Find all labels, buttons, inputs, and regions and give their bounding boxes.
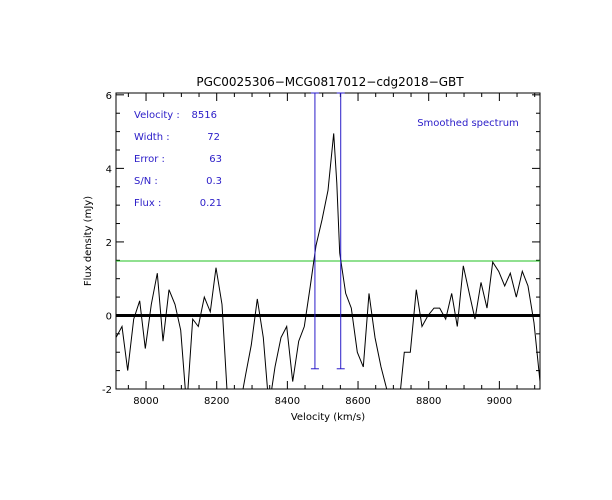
stat-label-sn: S/N : [134,176,158,187]
stat-label-error: Error : [134,154,165,165]
stat-value-flux: 0.21 [200,198,222,209]
plot-frame [115,92,541,390]
x-tick-label: 8400 [275,396,300,407]
axis-tick-labels: 8000 8200 8400 8600 8800 9000 -2 0 2 4 6 [102,91,512,407]
stat-value-width: 72 [207,132,220,143]
y-tick-label: 6 [106,91,112,102]
x-tick-label: 8600 [345,396,370,407]
legend-label: Smoothed spectrum [417,118,519,129]
axis-ticks [116,93,540,390]
x-axis-label: Velocity (km/s) [291,412,365,423]
x-tick-label: 9000 [487,396,512,407]
stats-panel: Velocity : 8516 Width : 72 Error : 63 S/… [134,110,222,209]
x-tick-label: 8000 [133,396,158,407]
stat-label-flux: Flux : [134,198,161,209]
chart-title: PGC0025306−MCG0817012−cdg2018−GBT [196,75,464,89]
stat-label-velocity: Velocity : [134,110,180,121]
stat-value-sn: 0.3 [206,176,222,187]
x-tick-label: 8800 [416,396,441,407]
stat-value-velocity: 8516 [192,110,217,121]
y-tick-label: -2 [102,385,112,396]
velocity-edge-markers [310,92,345,370]
x-tick-label: 8200 [204,396,229,407]
y-tick-label: 2 [106,238,112,249]
spectrum-series-line [116,133,540,389]
y-tick-label: 0 [106,311,112,322]
y-axis-label: Flux density (mJy) [83,196,94,286]
stat-label-width: Width : [134,132,170,143]
y-tick-label: 4 [106,164,112,175]
stat-value-error: 63 [209,154,222,165]
